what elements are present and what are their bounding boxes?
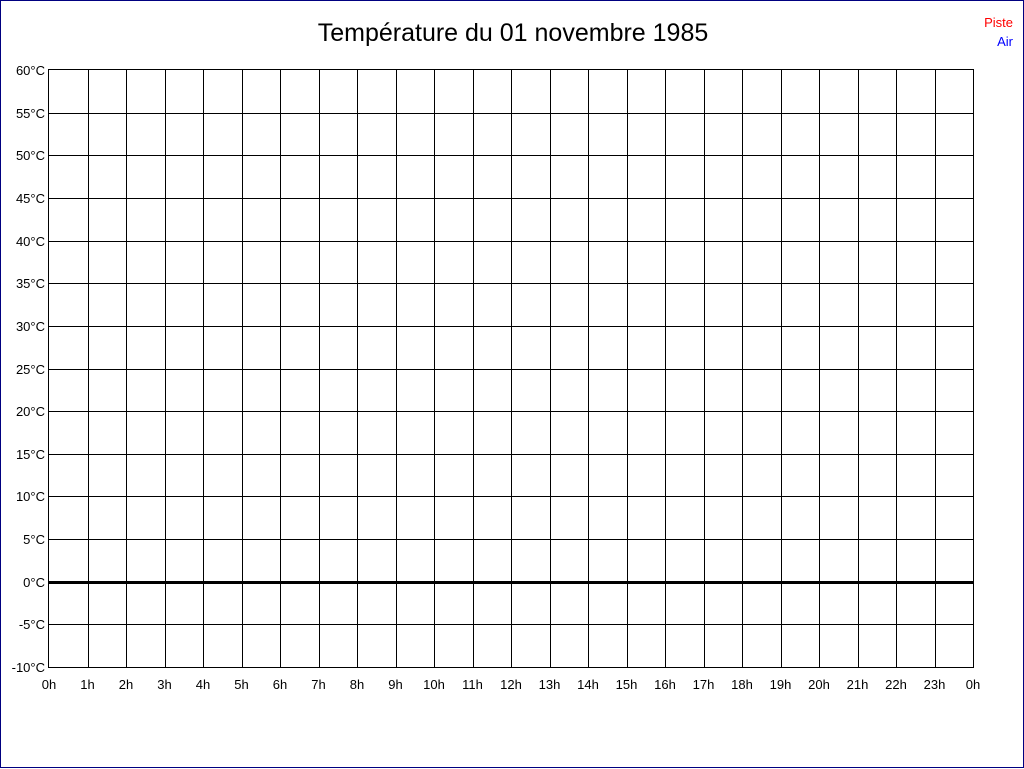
y-tick-label: -5°C: [18, 617, 45, 633]
y-tick-label: 0°C: [23, 574, 45, 590]
gridline-vertical: [126, 70, 127, 667]
chart-title: Température du 01 novembre 1985: [317, 19, 709, 47]
y-tick-label: 55°C: [15, 105, 45, 121]
gridline-vertical: [472, 70, 474, 667]
y-axis-tick-labels: 60°C 55°C 50°C 45°C 40°C 35°C 30°C 25°C 20°C 15°C…: [1, 1, 45, 769]
legend-entry-piste[interactable]: Piste: [984, 15, 1013, 30]
gridline-vertical: [588, 70, 589, 667]
gridline-vertical: [511, 70, 512, 667]
gridline-vertical: [819, 70, 820, 667]
y-tick-label: 50°C: [15, 148, 45, 164]
x-tick-label: 15h: [615, 677, 638, 692]
x-tick-label: 12h: [500, 677, 522, 692]
gridline-vertical: [896, 70, 897, 667]
y-tick-label: -10°C: [11, 660, 45, 675]
x-tick-label: 14h: [577, 677, 599, 692]
x-tick-label: 16h: [654, 677, 676, 692]
x-tick-label: 4h: [195, 677, 211, 692]
gridline-vertical: [395, 70, 397, 667]
gridline-vertical: [703, 70, 705, 667]
x-tick-label: 0h: [965, 677, 981, 692]
y-tick-label: 25°C: [15, 361, 45, 377]
x-tick-label: 9h: [388, 677, 403, 692]
x-tick-label: 8h: [349, 677, 365, 692]
x-tick-label: 3h: [157, 677, 172, 692]
x-tick-label: 10h: [423, 677, 445, 692]
gridline-vertical: [857, 70, 859, 667]
gridline-vertical: [318, 70, 320, 667]
gridline-vertical: [934, 70, 936, 667]
x-tick-label: 0h: [41, 677, 57, 692]
x-axis-tick-labels: 0h 1h 2h 3h 4h 5h 6h 7h 8h 9h 10h 11h 12h 13h 14h 15h 16…: [1, 678, 1024, 694]
gridline-vertical: [780, 70, 782, 667]
gridline-vertical: [626, 70, 628, 667]
y-tick-label: 40°C: [15, 233, 45, 249]
x-tick-label: 17h: [692, 677, 715, 692]
gridline-vertical: [280, 70, 281, 667]
gridline-vertical: [742, 70, 743, 667]
x-tick-label: 20h: [808, 677, 830, 692]
y-tick-label: 20°C: [15, 404, 45, 420]
gridline-vertical: [549, 70, 551, 667]
x-tick-label: 22h: [885, 677, 907, 692]
gridline-vertical: [164, 70, 166, 667]
y-tick-label: 15°C: [15, 446, 45, 462]
x-tick-label: 5h: [234, 677, 249, 692]
plot-area: [48, 69, 974, 668]
gridline-vertical: [357, 70, 358, 667]
y-tick-label: 60°C: [15, 63, 45, 78]
x-tick-label: 18h: [731, 677, 753, 692]
x-tick-label: 13h: [538, 677, 561, 692]
x-tick-label: 21h: [846, 677, 869, 692]
y-tick-label: 45°C: [15, 190, 45, 206]
chart-legend: Piste Air: [984, 13, 1013, 51]
x-tick-label: 1h: [80, 677, 95, 692]
x-tick-label: 7h: [311, 677, 326, 692]
x-tick-label: 2h: [118, 677, 134, 692]
x-tick-label: 11h: [462, 677, 483, 692]
gridline-vertical: [203, 70, 204, 667]
y-tick-label: 10°C: [15, 489, 45, 505]
gridline-vertical: [87, 70, 89, 667]
x-tick-label: 6h: [272, 677, 288, 692]
gridline-vertical: [665, 70, 666, 667]
y-tick-label: 30°C: [15, 318, 45, 334]
x-tick-label: 19h: [769, 677, 792, 692]
gridline-vertical: [434, 70, 435, 667]
gridline-vertical: [241, 70, 243, 667]
y-tick-label: 5°C: [23, 532, 45, 548]
x-tick-label: 23h: [923, 677, 946, 692]
legend-entry-air[interactable]: Air: [997, 34, 1013, 49]
y-tick-label: 35°C: [15, 276, 45, 292]
